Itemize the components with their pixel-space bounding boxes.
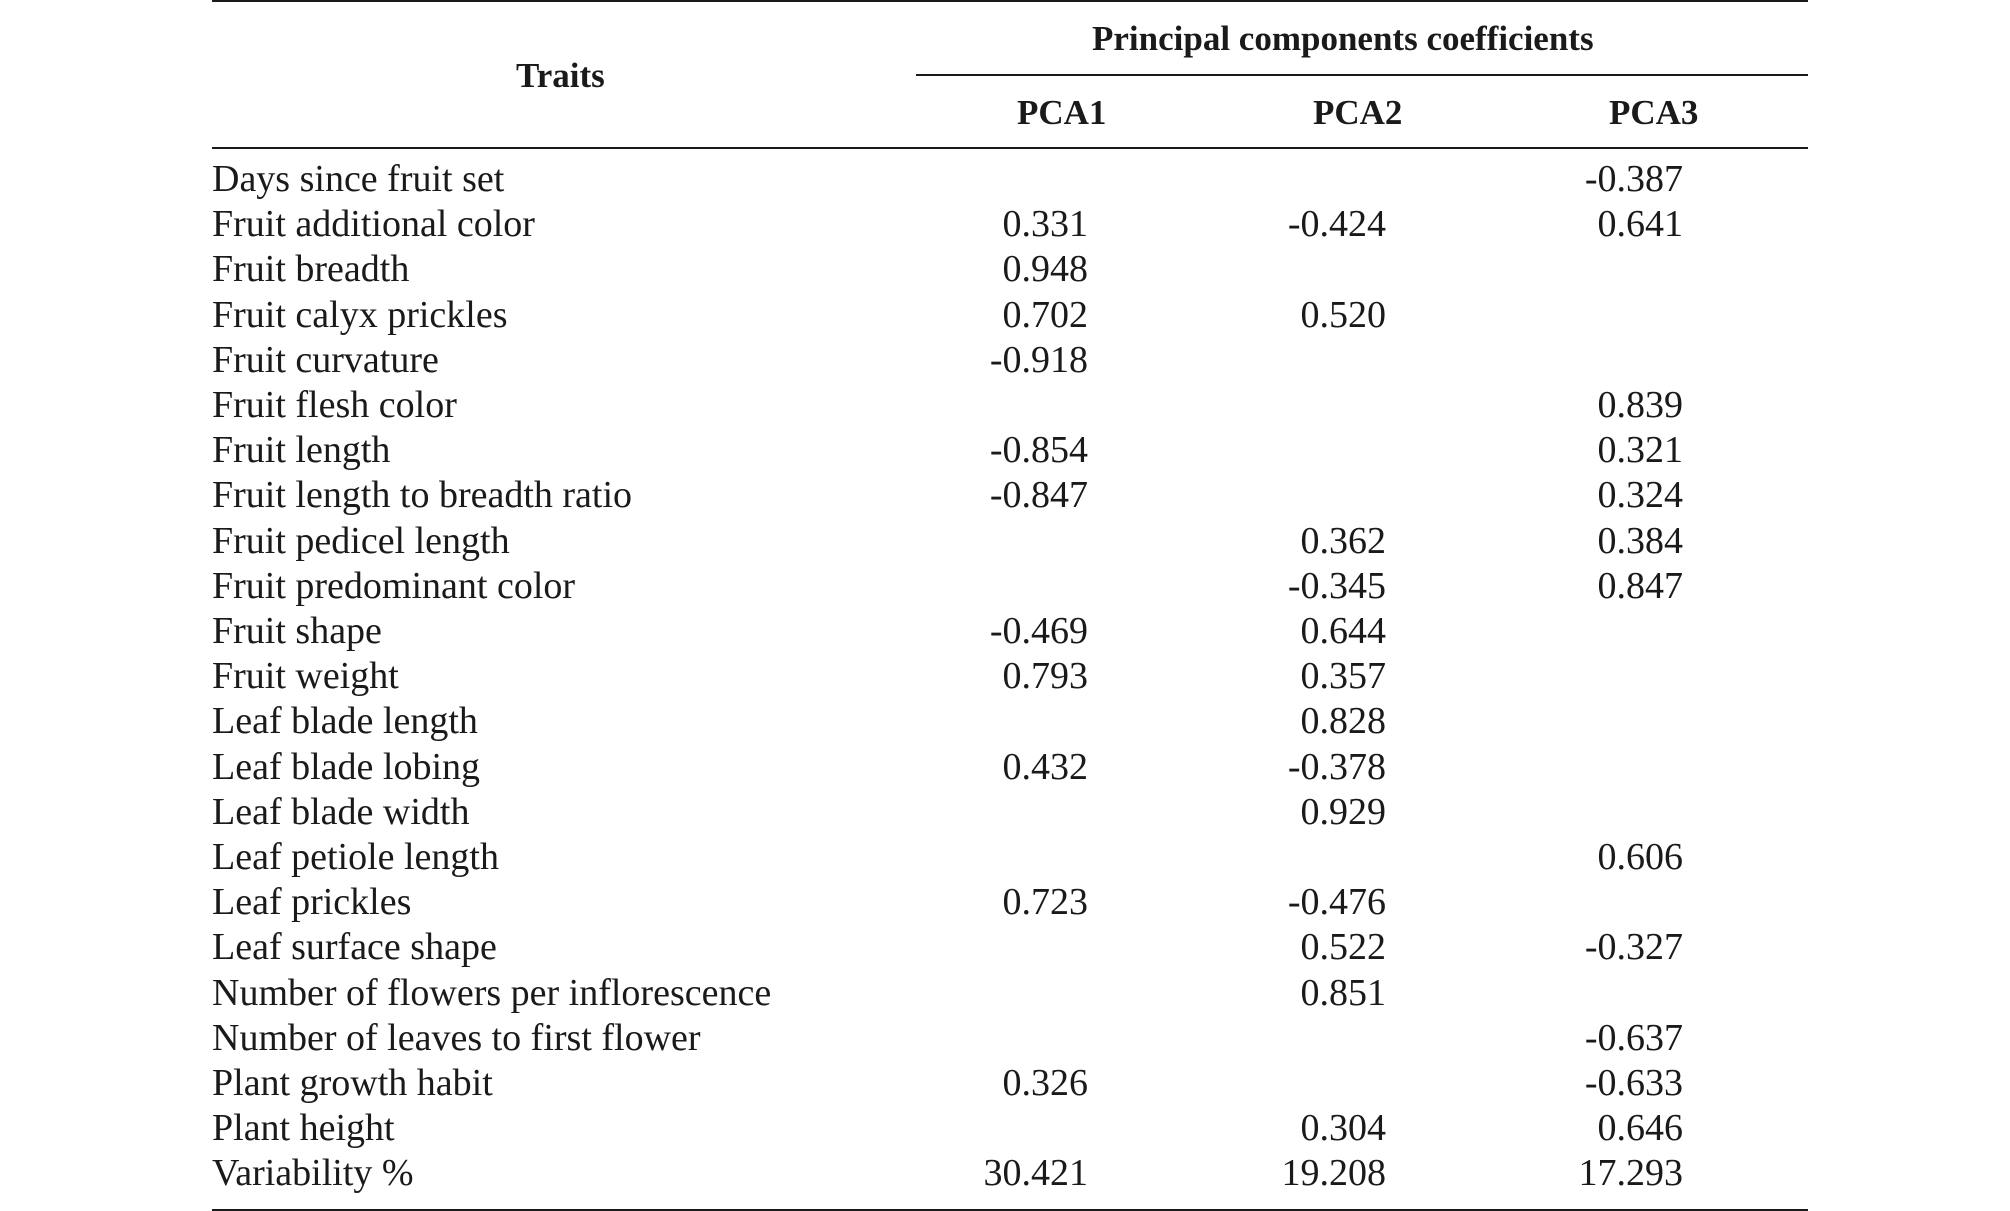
table-row: Plant height 0.304 0.646 bbox=[212, 1106, 1808, 1151]
pca3-cell: 17.293 bbox=[1578, 1152, 1684, 1195]
pca1-cell: 30.421 bbox=[983, 1152, 1089, 1195]
column-header-pca3: PCA3 bbox=[1609, 93, 1699, 132]
pca1-cell: 0.723 bbox=[1002, 881, 1089, 924]
pca3-cell: -0.387 bbox=[1584, 158, 1683, 200]
trait-cell: Fruit length bbox=[212, 429, 391, 472]
pca3-cell: 0.839 bbox=[1597, 384, 1684, 426]
pca2-cell: 0.304 bbox=[1300, 1107, 1387, 1150]
table-row: Fruit weight 0.793 0.357 bbox=[212, 654, 1808, 699]
trait-cell: Leaf prickles bbox=[212, 881, 412, 924]
table-row: Fruit length -0.854 0.321 bbox=[212, 428, 1808, 473]
top-rule bbox=[212, 0, 1808, 2]
trait-cell: Leaf surface shape bbox=[212, 926, 497, 969]
pca1-cell: -0.469 bbox=[989, 610, 1088, 652]
trait-cell: Number of flowers per inflorescence bbox=[212, 971, 772, 1014]
pca1-cell: 0.793 bbox=[1002, 655, 1089, 698]
trait-cell: Variability % bbox=[212, 1152, 414, 1195]
table-row: Fruit predominant color -0.345 0.847 bbox=[212, 564, 1808, 609]
column-header-pca1: PCA1 bbox=[1017, 93, 1107, 132]
pca1-cell: 0.326 bbox=[1002, 1062, 1089, 1104]
group-rule bbox=[916, 74, 1808, 76]
pca3-cell: -0.637 bbox=[1584, 1016, 1683, 1059]
table-row: Leaf blade length 0.828 bbox=[212, 699, 1808, 744]
bottom-rule bbox=[212, 1209, 1808, 1211]
pca2-cell: 0.522 bbox=[1300, 926, 1387, 969]
table-row: Fruit curvature -0.918 bbox=[212, 338, 1808, 383]
table-row: Leaf blade lobing 0.432 -0.378 bbox=[212, 745, 1808, 790]
pca1-cell: 0.948 bbox=[1002, 248, 1089, 291]
trait-cell: Plant growth habit bbox=[212, 1062, 493, 1104]
pca3-cell: 0.384 bbox=[1597, 519, 1684, 562]
traits-header: Traits bbox=[516, 56, 605, 95]
trait-cell: Leaf blade length bbox=[212, 700, 478, 743]
pca1-cell: -0.918 bbox=[989, 338, 1088, 381]
trait-cell: Plant height bbox=[212, 1107, 395, 1150]
table-row: Plant growth habit 0.326 -0.633 bbox=[212, 1061, 1808, 1106]
pca2-cell: 0.644 bbox=[1300, 610, 1387, 652]
table-row: Fruit breadth 0.948 bbox=[212, 247, 1808, 292]
pca3-cell: -0.327 bbox=[1584, 926, 1683, 969]
pca2-cell: -0.424 bbox=[1287, 203, 1386, 246]
table-row: Fruit calyx prickles 0.702 0.520 bbox=[212, 293, 1808, 338]
trait-cell: Leaf petiole length bbox=[212, 836, 499, 878]
pca1-cell: 0.702 bbox=[1002, 293, 1089, 336]
trait-cell: Fruit additional color bbox=[212, 203, 535, 246]
pca1-cell: -0.847 bbox=[989, 474, 1088, 517]
table-row: Variability % 30.421 19.208 17.293 bbox=[212, 1151, 1808, 1196]
trait-cell: Fruit shape bbox=[212, 610, 382, 652]
table-row: Number of flowers per inflorescence 0.851 bbox=[212, 971, 1808, 1016]
table-row: Number of leaves to first flower -0.637 bbox=[212, 1016, 1808, 1061]
table-row: Fruit flesh color 0.839 bbox=[212, 383, 1808, 428]
table-row: Leaf prickles 0.723 -0.476 bbox=[212, 880, 1808, 925]
table-row: Fruit shape -0.469 0.644 bbox=[212, 609, 1808, 654]
pca2-cell: 0.929 bbox=[1300, 790, 1387, 833]
table-row: Leaf surface shape 0.522 -0.327 bbox=[212, 925, 1808, 970]
trait-cell: Fruit calyx prickles bbox=[212, 293, 508, 336]
trait-cell: Fruit predominant color bbox=[212, 564, 576, 607]
pca3-cell: 0.321 bbox=[1597, 429, 1684, 472]
pca2-cell: 0.851 bbox=[1300, 971, 1387, 1014]
pca3-cell: 0.641 bbox=[1597, 203, 1684, 246]
group-header: Principal components coefficients bbox=[1092, 19, 1594, 58]
trait-cell: Fruit pedicel length bbox=[212, 519, 510, 562]
pca2-cell: 0.828 bbox=[1300, 700, 1387, 743]
table-row: Days since fruit set -0.387 bbox=[212, 157, 1808, 202]
pca2-cell: 19.208 bbox=[1281, 1152, 1387, 1195]
trait-cell: Days since fruit set bbox=[212, 158, 505, 200]
pca2-cell: 0.362 bbox=[1300, 519, 1387, 562]
trait-cell: Leaf blade lobing bbox=[212, 745, 481, 788]
trait-cell: Number of leaves to first flower bbox=[212, 1016, 701, 1059]
trait-cell: Fruit length to breadth ratio bbox=[212, 474, 633, 517]
table-row: Fruit additional color 0.331 -0.424 0.641 bbox=[212, 202, 1808, 247]
table-row: Leaf blade width 0.929 bbox=[212, 790, 1808, 835]
pca2-cell: -0.476 bbox=[1287, 881, 1386, 924]
pca2-cell: -0.345 bbox=[1287, 564, 1386, 607]
trait-cell: Fruit flesh color bbox=[212, 384, 457, 426]
table-row: Leaf petiole length 0.606 bbox=[212, 835, 1808, 880]
trait-cell: Fruit curvature bbox=[212, 338, 439, 381]
pca3-cell: 0.646 bbox=[1597, 1107, 1684, 1150]
pca3-cell: 0.606 bbox=[1597, 836, 1684, 878]
pca3-cell: 0.324 bbox=[1597, 474, 1684, 517]
trait-cell: Fruit weight bbox=[212, 655, 399, 698]
table-row: Fruit length to breadth ratio -0.847 0.324 bbox=[212, 473, 1808, 518]
pca1-cell: 0.432 bbox=[1002, 745, 1089, 788]
table-row: Fruit pedicel length 0.362 0.384 bbox=[212, 519, 1808, 564]
trait-cell: Fruit breadth bbox=[212, 248, 410, 291]
pca3-cell: 0.847 bbox=[1597, 564, 1684, 607]
pca2-cell: 0.357 bbox=[1300, 655, 1387, 698]
pca2-cell: 0.520 bbox=[1300, 293, 1387, 336]
trait-cell: Leaf blade width bbox=[212, 790, 470, 833]
header-rule bbox=[212, 147, 1808, 149]
column-header-pca2: PCA2 bbox=[1313, 93, 1403, 132]
pca1-cell: -0.854 bbox=[989, 429, 1088, 472]
pca1-cell: 0.331 bbox=[1002, 203, 1089, 246]
pca3-cell: -0.633 bbox=[1584, 1062, 1683, 1104]
pca2-cell: -0.378 bbox=[1287, 745, 1386, 788]
